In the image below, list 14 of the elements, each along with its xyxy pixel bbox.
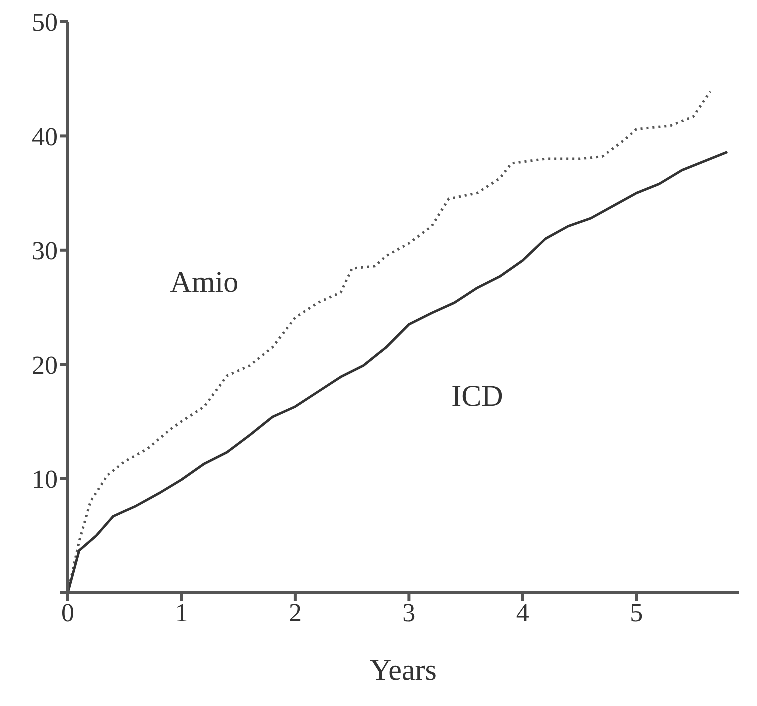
x-tick-label: 2 bbox=[288, 598, 302, 628]
y-tick-label: 10 bbox=[32, 465, 58, 494]
x-tick-label: 5 bbox=[630, 598, 644, 628]
x-tick-label: 1 bbox=[175, 598, 188, 628]
x-tick-label: 4 bbox=[516, 598, 530, 628]
text: ICD bbox=[452, 380, 504, 414]
y-tick-label: 20 bbox=[32, 350, 58, 380]
x-tick-label: 0 bbox=[62, 598, 74, 628]
y-tick-label: 30 bbox=[32, 236, 58, 266]
x-tick-label: 3 bbox=[402, 598, 416, 628]
y-tick-label: 40 bbox=[32, 122, 58, 152]
x-axis-title: Years bbox=[370, 654, 437, 687]
series-label: Amio bbox=[170, 266, 239, 299]
y-tick-label: 50 bbox=[32, 8, 58, 38]
